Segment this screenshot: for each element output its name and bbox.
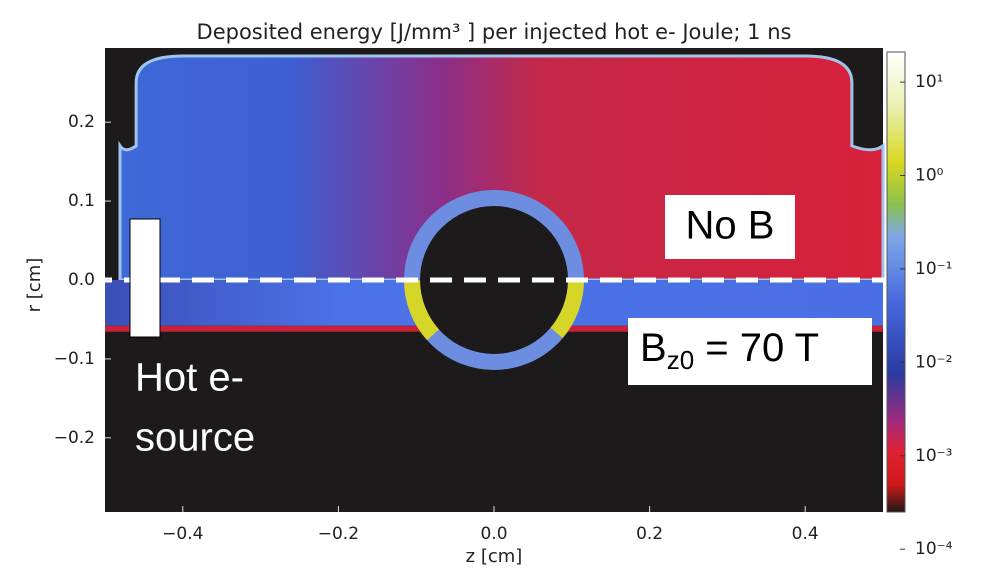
colorbar-tick-label: 10⁰ xyxy=(915,166,944,186)
colorbar xyxy=(886,51,906,513)
colorbar-tick-label: 10⁻⁴ xyxy=(915,539,953,559)
x-tick-label: 0.4 xyxy=(792,524,819,544)
source-marker xyxy=(129,218,161,338)
x-tick-label: 0.2 xyxy=(636,524,663,544)
field-label-part: z0 xyxy=(667,345,694,375)
field-label-part: B xyxy=(640,326,667,370)
colorbar-tick-label: 10¹ xyxy=(915,72,943,92)
no-field-label: No B xyxy=(686,204,775,248)
field-label-part: = 70 T xyxy=(694,326,819,370)
x-axis-label: z [cm] xyxy=(466,546,523,567)
x-tick-label: −0.2 xyxy=(318,524,359,544)
field-label: Bz0 = 70 T xyxy=(640,326,819,375)
y-axis-label: r [cm] xyxy=(24,258,45,313)
source-label: source xyxy=(135,416,255,460)
y-tick-label: −0.1 xyxy=(54,349,95,369)
source-label: Hot e- xyxy=(135,356,244,400)
x-tick-label: 0.0 xyxy=(480,524,507,544)
colorbar-tick-label: 10⁻² xyxy=(915,352,952,372)
colorbar-tick-label: 10⁻³ xyxy=(915,446,952,466)
ring-hot xyxy=(404,279,584,370)
label-box xyxy=(628,318,872,385)
y-tick-label: 0.1 xyxy=(68,191,95,211)
y-tick-label: 0.0 xyxy=(68,270,95,290)
y-tick-label: −0.2 xyxy=(54,428,95,448)
colorbar-tick-label: 10⁻¹ xyxy=(915,259,952,279)
chart-title: Deposited energy [J/mm³ ] per injected h… xyxy=(197,20,792,44)
y-tick-label: 0.2 xyxy=(68,112,95,132)
x-tick-label: −0.4 xyxy=(162,524,203,544)
label-box xyxy=(665,195,795,259)
